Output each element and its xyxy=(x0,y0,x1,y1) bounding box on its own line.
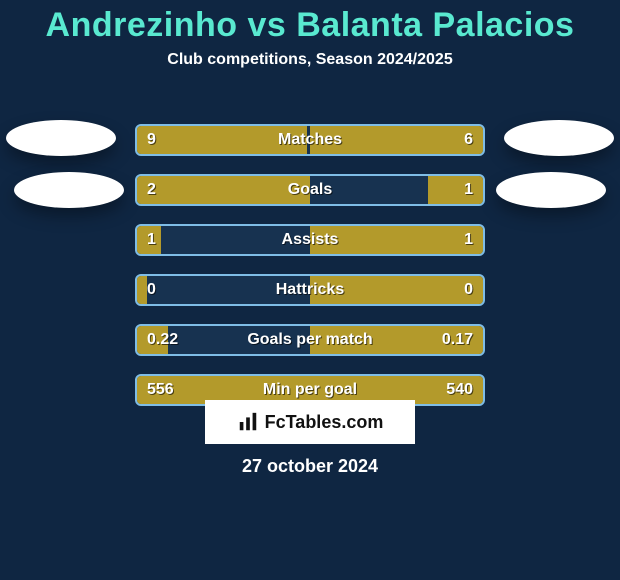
left-value: 1 xyxy=(147,226,156,254)
brand-text: FcTables.com xyxy=(265,412,384,433)
left-fill xyxy=(137,126,307,154)
left-fill xyxy=(137,176,310,204)
right-value: 0.17 xyxy=(442,326,473,354)
page-title: Andrezinho vs Balanta Palacios xyxy=(0,6,620,45)
left-value: 0.22 xyxy=(147,326,178,354)
right-value: 6 xyxy=(464,126,473,154)
right-value: 1 xyxy=(464,176,473,204)
stat-row: 96Matches xyxy=(135,124,485,156)
right-fill xyxy=(428,176,483,204)
player2-avatar xyxy=(504,120,614,156)
stats-card: Andrezinho vs Balanta Palacios Club comp… xyxy=(0,0,620,580)
player1-avatar xyxy=(6,120,116,156)
right-fill xyxy=(310,276,483,304)
left-value: 0 xyxy=(147,276,156,304)
left-value: 2 xyxy=(147,176,156,204)
stat-row: 00Hattricks xyxy=(135,274,485,306)
player1-club-avatar xyxy=(14,172,124,208)
snapshot-date: 27 october 2024 xyxy=(0,456,620,477)
left-value: 556 xyxy=(147,376,174,404)
comparison-bars: 96Matches21Goals11Assists00Hattricks0.22… xyxy=(135,124,485,424)
subtitle: Club competitions, Season 2024/2025 xyxy=(0,51,620,69)
brand-chart-icon xyxy=(237,411,259,433)
stat-row: 21Goals xyxy=(135,174,485,206)
player2-club-avatar xyxy=(496,172,606,208)
right-value: 540 xyxy=(446,376,473,404)
brand-badge: FcTables.com xyxy=(205,400,415,444)
right-value: 1 xyxy=(464,226,473,254)
stat-row: 0.220.17Goals per match xyxy=(135,324,485,356)
right-fill xyxy=(310,226,483,254)
right-value: 0 xyxy=(464,276,473,304)
left-fill xyxy=(137,276,147,304)
left-value: 9 xyxy=(147,126,156,154)
right-fill xyxy=(310,126,483,154)
stat-row: 11Assists xyxy=(135,224,485,256)
